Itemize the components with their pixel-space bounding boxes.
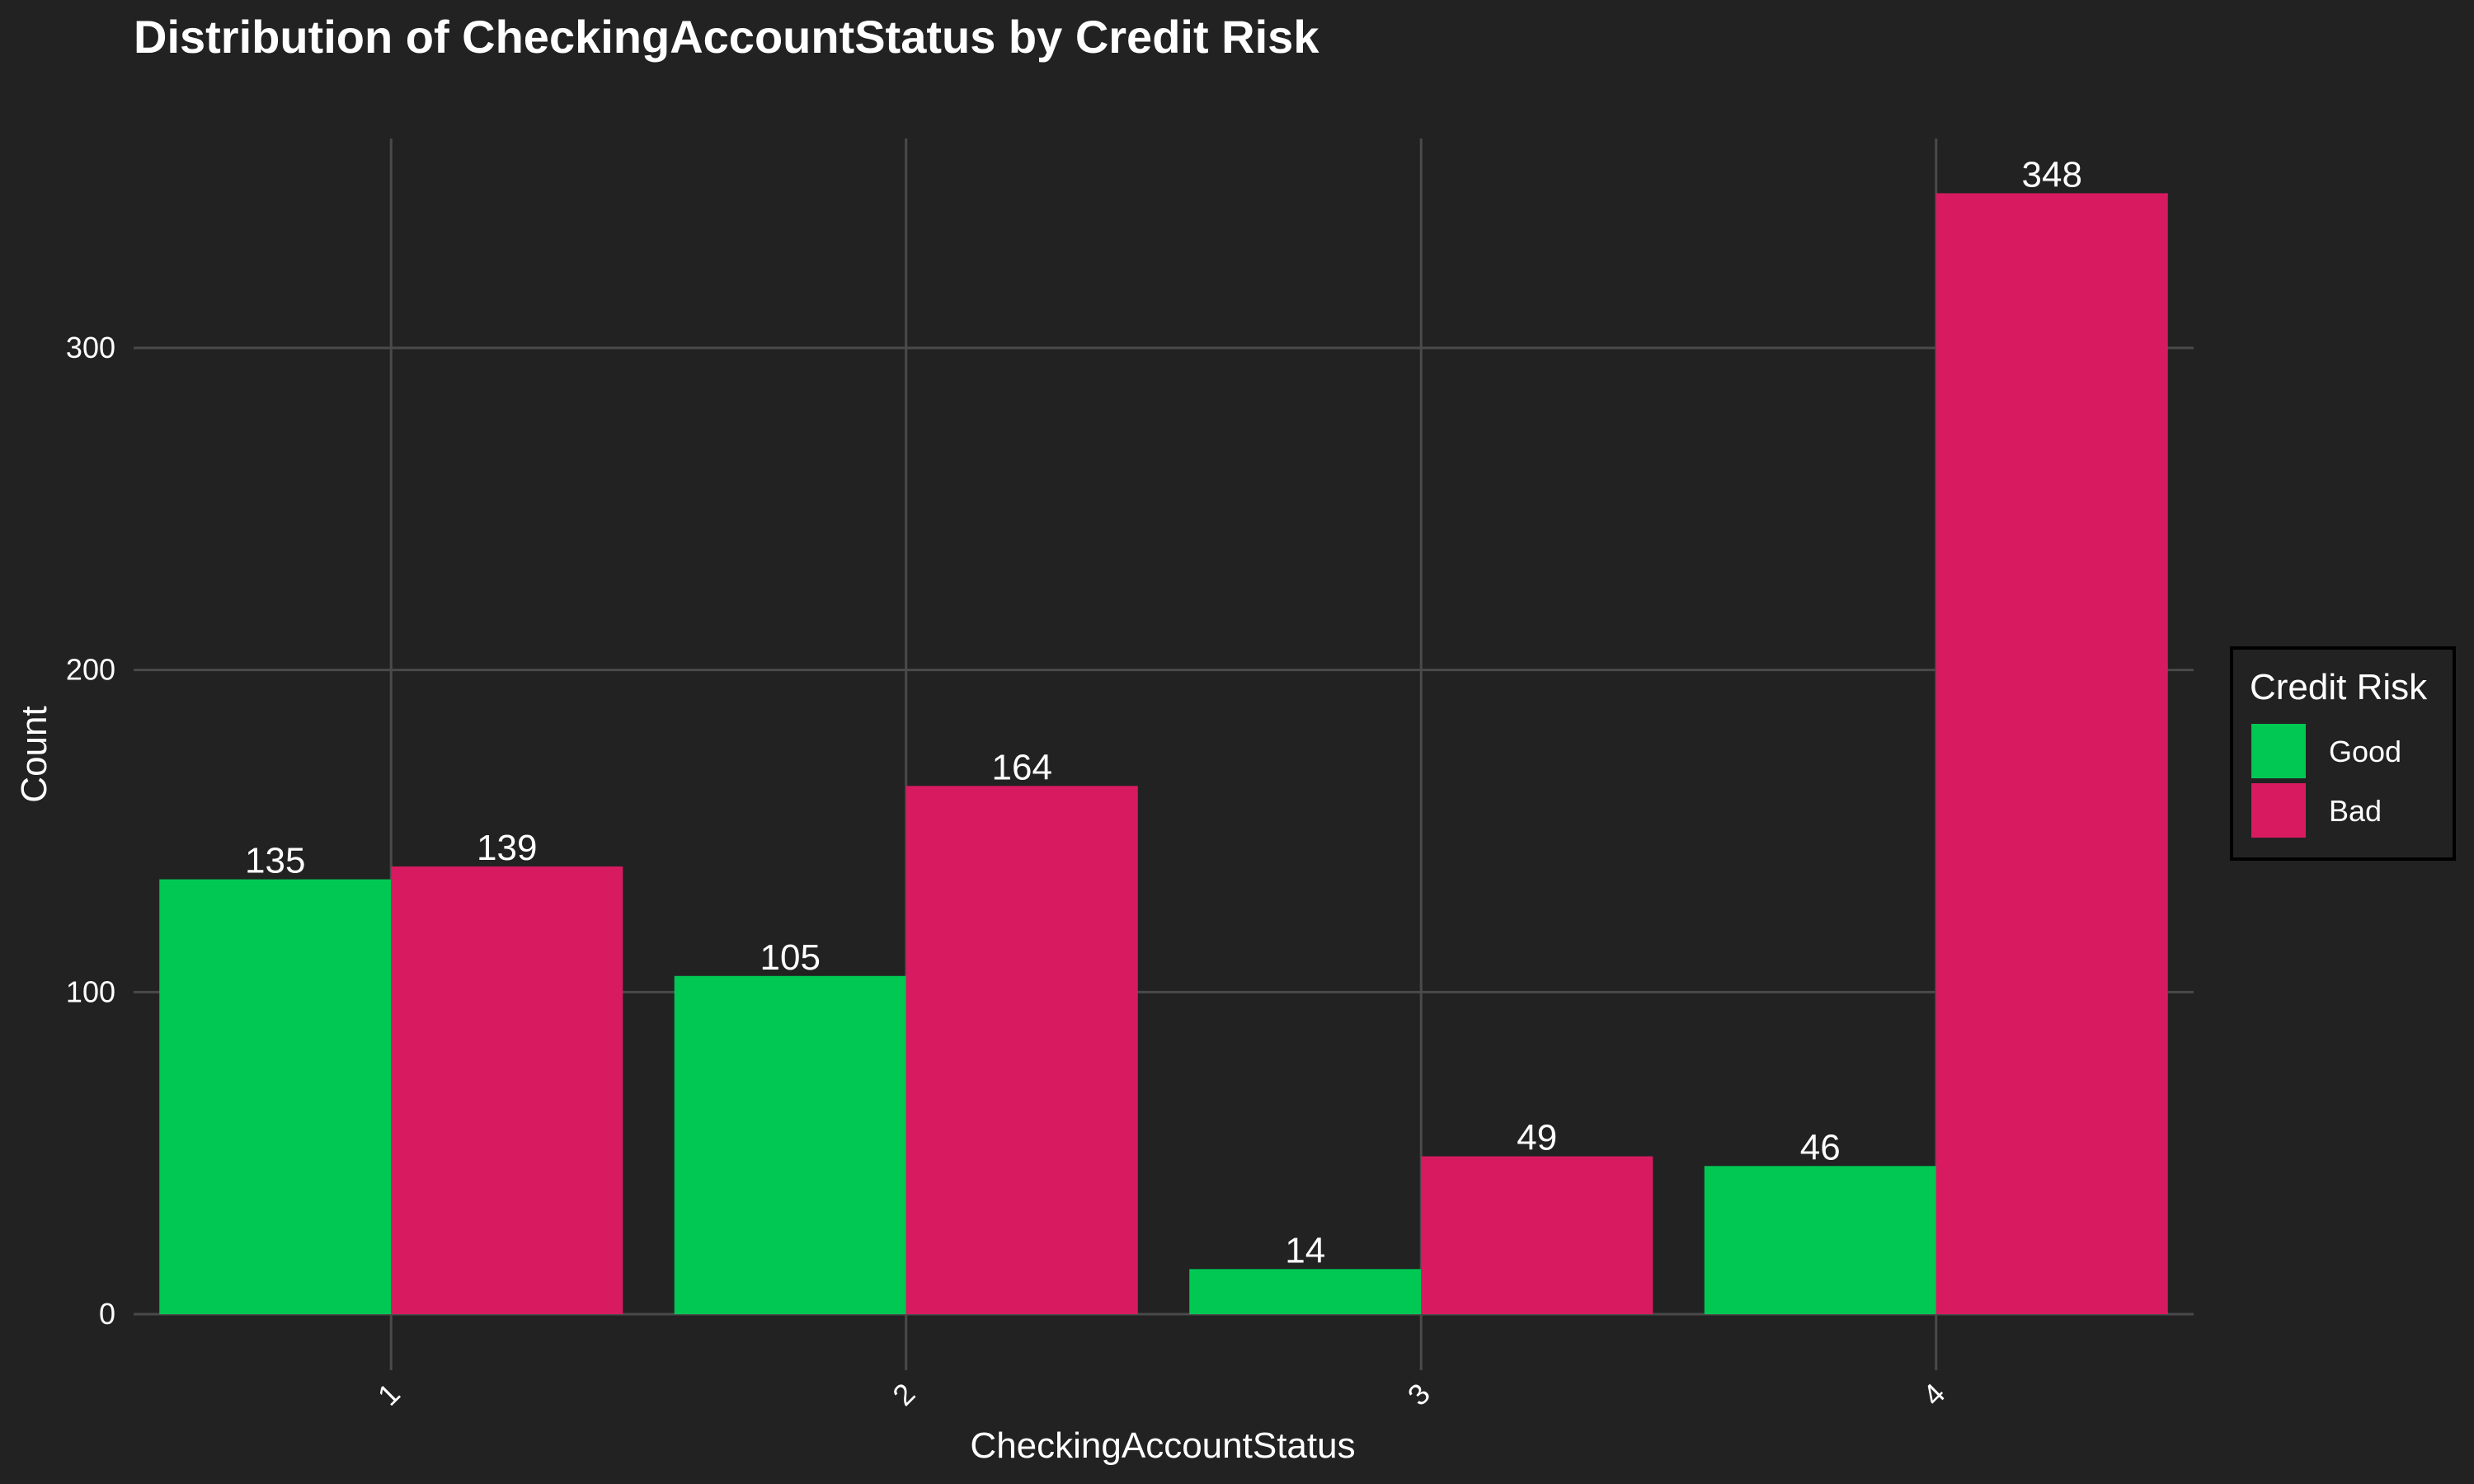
bar-good-3 bbox=[1189, 1269, 1422, 1314]
bar-bad-4 bbox=[1935, 193, 2168, 1314]
y-axis-ticks: 0 100 200 300 bbox=[66, 331, 115, 1331]
legend-label-bad: Bad bbox=[2329, 794, 2382, 828]
data-label: 164 bbox=[992, 747, 1052, 787]
bar-good-1 bbox=[159, 879, 392, 1314]
legend-swatch-good bbox=[2251, 724, 2306, 778]
y-tick-label: 100 bbox=[66, 974, 115, 1008]
data-label: 46 bbox=[1800, 1127, 1841, 1167]
y-tick-label: 0 bbox=[99, 1297, 115, 1331]
data-label: 135 bbox=[245, 841, 305, 881]
data-labels: 135 139 105 164 14 49 46 348 bbox=[245, 154, 2082, 1270]
legend-swatch-bad bbox=[2251, 783, 2306, 838]
data-label: 139 bbox=[477, 828, 537, 868]
x-axis-title: CheckingAccountStatus bbox=[970, 1425, 1355, 1466]
data-label: 105 bbox=[760, 937, 821, 978]
chart-title: Distribution of CheckingAccountStatus by… bbox=[134, 11, 1319, 63]
legend-label-good: Good bbox=[2329, 735, 2401, 768]
data-label: 49 bbox=[1517, 1118, 1557, 1158]
y-tick-label: 200 bbox=[66, 653, 115, 687]
bar-bad-1 bbox=[391, 866, 623, 1314]
x-tick-label: 3 bbox=[1401, 1377, 1437, 1412]
data-label: 14 bbox=[1285, 1230, 1325, 1270]
x-tick-label: 2 bbox=[886, 1377, 921, 1412]
bar-good-4 bbox=[1704, 1166, 1936, 1314]
data-label: 348 bbox=[2022, 154, 2082, 195]
x-axis-ticks: 1 2 3 4 bbox=[371, 1377, 1952, 1412]
legend: Credit Risk Good Bad bbox=[2230, 646, 2456, 861]
bar-good-2 bbox=[674, 975, 906, 1314]
y-tick-label: 300 bbox=[66, 331, 115, 364]
y-axis-title: Count bbox=[14, 706, 54, 802]
bar-bad-2 bbox=[905, 786, 1138, 1314]
x-tick-label: 1 bbox=[371, 1377, 407, 1412]
x-tick-label: 4 bbox=[1916, 1377, 1951, 1412]
bars bbox=[159, 193, 2168, 1314]
bar-bad-3 bbox=[1421, 1156, 1653, 1314]
legend-box bbox=[2230, 646, 2456, 861]
legend-title: Credit Risk bbox=[2250, 667, 2428, 707]
